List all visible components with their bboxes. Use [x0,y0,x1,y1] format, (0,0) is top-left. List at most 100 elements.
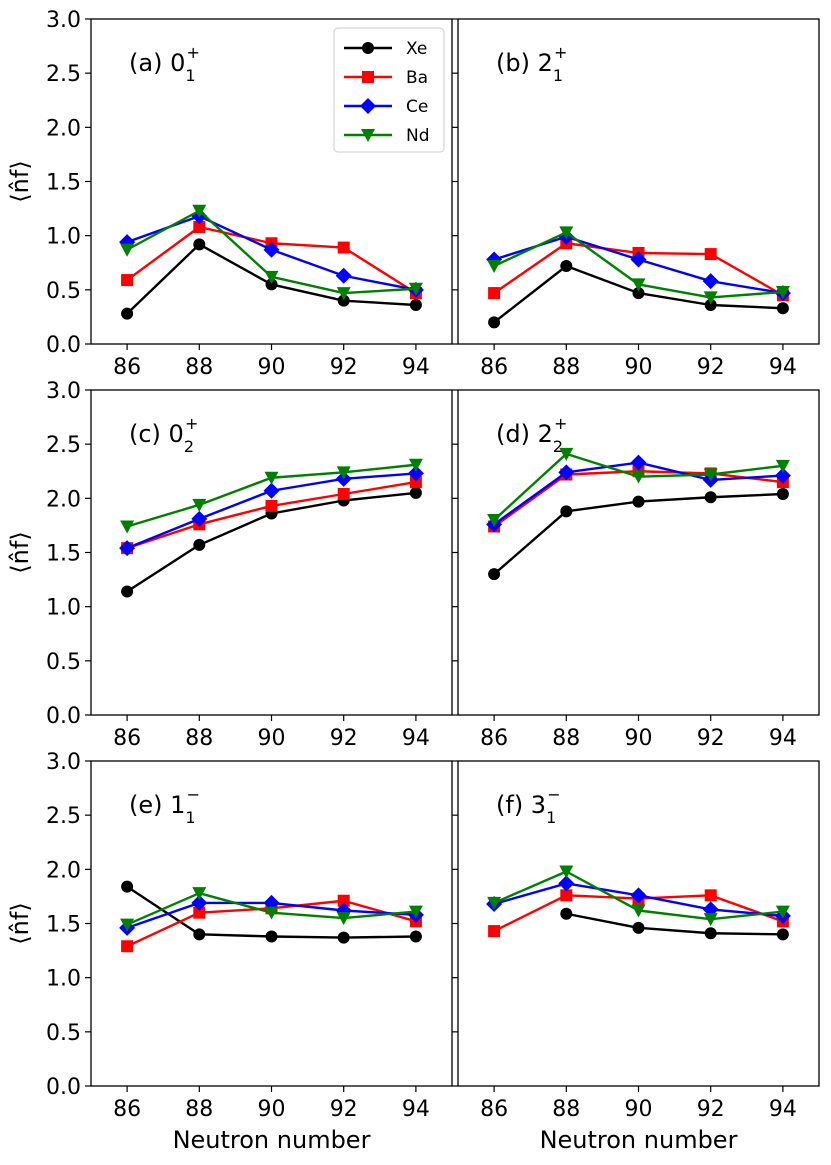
x-tick-label: 86 [113,726,141,751]
data-point [408,282,423,296]
data-point [559,865,574,879]
panel-c: 86 88 90 92 94 0.0 0.5 1.0 1.5 2.0 2.5 3.0 ⟨n̂f⟩ (c) … [6,379,453,751]
y-tick-label: 2.0 [46,858,81,883]
data-point [336,287,351,301]
data-point [192,204,207,218]
series-xe [488,488,789,581]
data-point [265,499,278,512]
data-point [774,467,791,484]
data-point [264,471,279,485]
data-point [193,928,206,941]
data-point [409,930,422,943]
data-point [336,466,351,480]
y-axis-label: ⟨n̂f⟩ [6,902,34,944]
data-point [704,889,717,902]
x-tick-label: 94 [402,355,430,380]
data-point [191,894,208,911]
series-xe [121,238,422,320]
x-tick-label: 92 [697,1097,725,1122]
panel-e: 86 88 90 92 94 0.0 0.5 1.0 1.5 2.0 2.5 3.0 ⟨n̂f⟩ Neut… [6,750,453,1154]
data-point [704,491,717,504]
data-point [488,287,501,300]
data-point [193,906,206,919]
x-tick-label: 86 [480,355,508,380]
x-tick-label: 90 [258,355,286,380]
data-point [776,488,789,500]
y-tick-label: 2.0 [46,116,81,141]
legend-marker [361,129,375,142]
data-point [487,260,502,273]
legend: Xe Ba Ce Nd [333,27,445,153]
x-tick-label: 88 [552,355,580,380]
series-line [566,912,783,936]
x-tick-label: 92 [697,726,725,751]
data-point [632,495,645,508]
panel-label: (b) 21+ [496,43,567,85]
data-point [560,907,573,920]
y-tick-label: 1.5 [46,171,81,196]
data-point [119,540,136,557]
series-nd [487,447,790,527]
legend-label: Ce [406,97,428,117]
legend-label: Xe [406,39,427,59]
data-point [265,278,278,291]
data-point [630,251,647,268]
series-ce [119,465,424,557]
y-tick-label: 0.5 [46,650,81,675]
x-tick-label: 92 [330,355,358,380]
data-point [775,459,790,473]
data-point [120,243,135,257]
series-xe [121,880,422,944]
data-point [703,468,718,482]
series-nd [120,887,423,932]
legend-marker [362,71,374,83]
data-point [703,291,718,305]
data-point [704,299,717,311]
x-tick-label: 90 [258,726,286,751]
y-tick-label: 0.0 [46,1075,81,1100]
data-point [560,889,573,902]
series-xe [488,260,789,329]
data-point [560,505,573,518]
panel-f: 86 88 90 92 94 Neutron number (f) 31− [452,760,820,1154]
data-point [630,887,647,904]
data-point [335,267,352,284]
x-tick-label: 94 [402,726,430,751]
data-point [488,568,501,581]
y-tick-label: 0.5 [46,279,81,304]
data-point [121,274,134,287]
data-point [559,447,574,461]
data-point [776,928,789,941]
data-point [488,925,501,938]
y-tick-label: 1.0 [46,225,81,250]
y-tick-label: 0.0 [46,333,81,358]
series-ce [486,454,791,533]
data-point [775,286,790,299]
y-axis-label: ⟨n̂f⟩ [6,160,34,202]
x-axis-label: Neutron number [173,1126,371,1154]
x-tick-label: 90 [258,1097,286,1122]
data-point [121,307,134,320]
data-point [193,538,206,551]
x-tick-label: 88 [185,1097,213,1122]
data-point [120,918,135,932]
panel-label: (f) 31− [496,785,561,827]
x-tick-label: 92 [330,1097,358,1122]
data-point [702,273,719,290]
data-point [632,287,645,300]
data-point [488,316,501,329]
panel-label: (e) 11− [129,785,200,827]
data-point [487,514,502,527]
x-axis-label: Neutron number [540,1126,738,1154]
data-point [560,260,573,272]
x-tick-label: 94 [769,726,797,751]
x-tick-label: 92 [330,726,358,751]
x-tick-label: 90 [625,1097,653,1122]
x-tick-label: 88 [185,726,213,751]
data-point [409,299,422,311]
data-point [775,905,790,919]
data-point [337,241,350,254]
x-tick-label: 88 [185,355,213,380]
data-point [120,520,135,534]
